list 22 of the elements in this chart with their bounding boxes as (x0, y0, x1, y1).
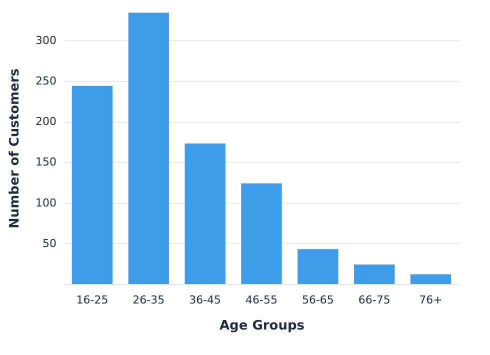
y-tick-label: 250 (36, 74, 56, 88)
x-tick-label: 76+ (419, 294, 442, 306)
x-tick-label: 56-65 (302, 294, 334, 306)
y-axis-title: Number of Customers (8, 68, 23, 229)
bar (354, 264, 395, 284)
bar (241, 183, 282, 284)
bar (184, 144, 226, 284)
x-tick-label: 26-35 (132, 294, 165, 306)
x-tick-label: 36-45 (189, 294, 222, 306)
x-axis-title: Age Groups (219, 318, 305, 334)
bar (128, 12, 169, 284)
y-tick-label: 150 (36, 156, 56, 169)
x-tick-label: 66-75 (358, 294, 390, 306)
x-tick-label: 46-55 (246, 294, 278, 306)
bar (410, 274, 452, 284)
y-tick-label: 300 (36, 34, 56, 47)
y-tick-label: 100 (36, 196, 56, 210)
x-tick-label: 16-25 (76, 294, 108, 306)
y-tick-label: 200 (36, 115, 56, 128)
y-tick-label: 50 (42, 236, 56, 250)
bar (72, 86, 113, 284)
bar (298, 249, 338, 284)
